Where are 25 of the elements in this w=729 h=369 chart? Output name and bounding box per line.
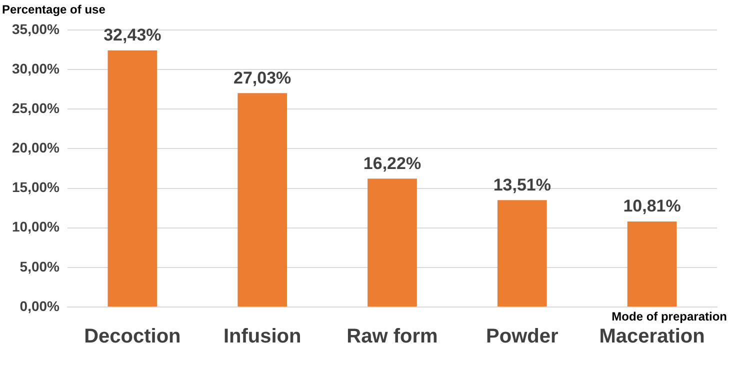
bar xyxy=(497,200,547,306)
y-tick-label: 30,00% xyxy=(12,60,60,76)
y-tick-label: 0,00% xyxy=(20,298,60,314)
y-tick-label: 25,00% xyxy=(12,100,60,116)
bar xyxy=(627,221,677,306)
bar xyxy=(368,178,417,306)
data-label: 10,81% xyxy=(623,196,681,216)
y-tick-label: 10,00% xyxy=(12,218,60,235)
x-tick-label: Raw form xyxy=(346,326,438,348)
x-tick-label: Powder xyxy=(486,326,558,348)
y-tick-label: 15,00% xyxy=(12,179,60,196)
x-tick-label: Maceration xyxy=(599,326,705,348)
data-label: 13,51% xyxy=(493,175,551,194)
data-label: 32,43% xyxy=(104,26,162,45)
x-tick-label: Infusion xyxy=(223,326,302,348)
y-tick-label: 20,00% xyxy=(12,140,60,156)
y-tick-label: 35,00% xyxy=(12,20,60,37)
data-label: 27,03% xyxy=(234,68,292,88)
x-axis-title: Mode of preparation xyxy=(612,309,727,324)
y-tick-label: 5,00% xyxy=(20,258,60,274)
data-label: 16,22% xyxy=(363,154,422,173)
bar xyxy=(238,93,288,306)
bar xyxy=(108,50,158,306)
y-axis-title: Percentage of use xyxy=(2,2,106,16)
x-tick-label: Decoction xyxy=(84,326,181,348)
